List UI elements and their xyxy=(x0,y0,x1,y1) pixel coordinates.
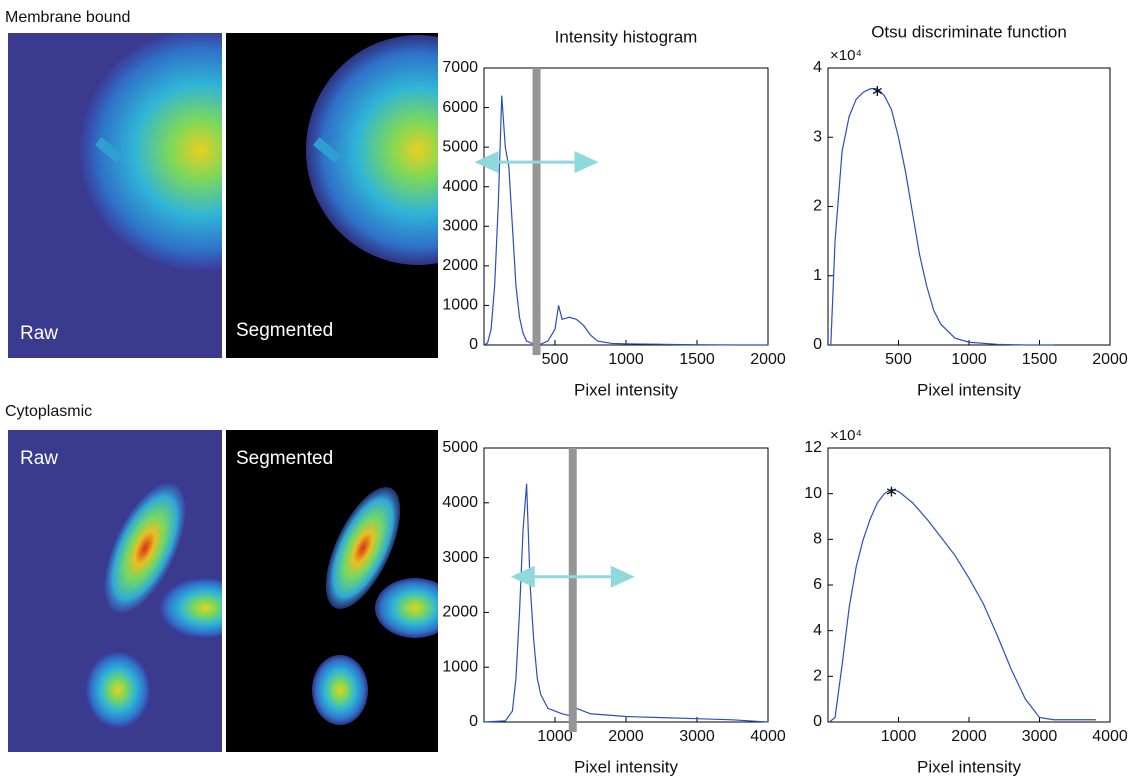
y-tick-label: 8 xyxy=(813,531,822,548)
x-tick-label: 1500 xyxy=(679,351,715,368)
data-line xyxy=(829,488,1096,723)
x-tick-label: 1000 xyxy=(881,728,917,745)
segmented-image xyxy=(226,33,438,358)
arrow-head xyxy=(510,565,535,588)
plot-frame xyxy=(827,67,1111,346)
image-label: Segmented xyxy=(236,320,333,341)
y-tick-label: 6000 xyxy=(442,99,478,116)
x-tick-label: 3000 xyxy=(679,728,715,745)
data-line xyxy=(483,483,769,723)
x-axis-label: Pixel intensity xyxy=(917,757,1021,776)
plot-frame xyxy=(827,447,1111,723)
y-tick-label: 3 xyxy=(813,128,822,145)
x-tick-label: 2000 xyxy=(750,351,786,368)
y-tick-label: 4000 xyxy=(442,178,478,195)
data-line xyxy=(830,88,1054,346)
y-tick-label: 10 xyxy=(804,485,822,502)
raw-image xyxy=(8,430,222,752)
threshold-bar xyxy=(568,448,577,732)
y-tick-label: 0 xyxy=(469,713,478,730)
y-tick-label: 7000 xyxy=(442,59,478,76)
y-tick-label: 3000 xyxy=(442,218,478,235)
peak-marker: ∗ xyxy=(885,483,898,500)
panel-title: Cytoplasmic xyxy=(5,403,92,420)
x-axis-label: Pixel intensity xyxy=(574,380,678,399)
y-tick-label: 0 xyxy=(469,336,478,353)
y-tick-label: 1000 xyxy=(442,297,478,314)
x-tick-label: 4000 xyxy=(750,728,786,745)
x-axis-label: Pixel intensity xyxy=(917,380,1021,399)
x-axis-label: Pixel intensity xyxy=(574,757,678,776)
y-tick-label: 6 xyxy=(813,576,822,593)
y-tick-label: 0 xyxy=(813,713,822,730)
x-tick-label: 2000 xyxy=(608,728,644,745)
x-tick-label: 500 xyxy=(542,351,569,368)
raw-image xyxy=(8,33,222,358)
y-tick-label: 1000 xyxy=(442,658,478,675)
threshold-bar xyxy=(532,68,541,355)
chart-title: Intensity histogram xyxy=(555,27,698,46)
segmented-image xyxy=(226,430,438,752)
y-tick-label: 2 xyxy=(813,198,822,215)
peak-marker: ∗ xyxy=(871,83,884,100)
y-tick-label: 0 xyxy=(813,336,822,353)
y-multiplier: ×10⁴ xyxy=(830,427,862,444)
y-tick-label: 4 xyxy=(813,59,822,76)
chart-title: Otsu discriminate function xyxy=(871,22,1067,41)
y-tick-label: 5000 xyxy=(442,138,478,155)
y-multiplier: ×10⁴ xyxy=(830,47,862,64)
y-tick-label: 2000 xyxy=(442,604,478,621)
x-tick-label: 2000 xyxy=(1092,351,1128,368)
y-tick-label: 4000 xyxy=(442,494,478,511)
x-tick-label: 4000 xyxy=(1092,728,1128,745)
plot-frame xyxy=(483,67,769,346)
x-tick-label: 1000 xyxy=(608,351,644,368)
y-tick-label: 2 xyxy=(813,668,822,685)
y-tick-label: 2000 xyxy=(442,257,478,274)
image-label: Raw xyxy=(20,448,58,469)
x-tick-label: 3000 xyxy=(1022,728,1058,745)
x-tick-label: 500 xyxy=(885,351,912,368)
x-tick-label: 1500 xyxy=(1022,351,1058,368)
x-tick-label: 1000 xyxy=(537,728,573,745)
x-tick-label: 2000 xyxy=(951,728,987,745)
panel-title: Membrane bound xyxy=(5,9,130,26)
image-label: Segmented xyxy=(236,448,333,469)
image-label: Raw xyxy=(20,323,58,344)
arrow-head xyxy=(474,151,499,174)
y-tick-label: 1 xyxy=(813,267,822,284)
y-tick-label: 12 xyxy=(804,439,822,456)
y-tick-label: 5000 xyxy=(442,439,478,456)
y-tick-label: 3000 xyxy=(442,549,478,566)
data-line xyxy=(483,95,768,346)
arrow-head xyxy=(574,151,599,174)
arrow-head xyxy=(610,565,635,588)
y-tick-label: 4 xyxy=(813,622,822,639)
x-tick-label: 1000 xyxy=(951,351,987,368)
